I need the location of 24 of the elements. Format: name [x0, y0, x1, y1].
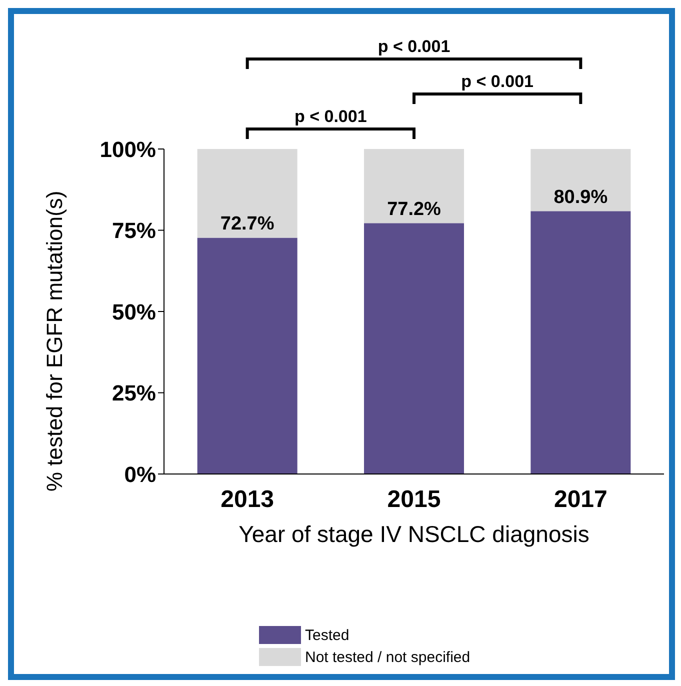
y-axis-title: % tested for EGFR mutation(s): [42, 190, 67, 492]
text: p < 0.001: [294, 107, 367, 126]
bar: [530, 211, 631, 474]
data-label: 77.2%: [387, 199, 442, 220]
data-label: 72.7%: [220, 214, 274, 235]
x-axis-title: Year of stage IV NSCLC diagnosis: [238, 521, 590, 547]
y-tick-label: 100%: [100, 136, 156, 162]
x-tick-label: 2013: [220, 486, 274, 514]
bar: [364, 149, 464, 224]
data-label: 80.9%: [554, 187, 608, 208]
y-tick-label: 50%: [112, 299, 156, 324]
text: p < 0.001: [461, 72, 534, 91]
bar: [197, 238, 298, 474]
bar: [530, 149, 631, 212]
bar: [364, 223, 464, 474]
y-tick-label: 75%: [112, 218, 156, 244]
y-tick-label: 25%: [112, 380, 156, 406]
legend-label: Not tested / not specified: [305, 648, 470, 666]
legend-label: Tested: [305, 626, 350, 644]
bar: [197, 149, 298, 238]
y-tick-label: 0%: [124, 462, 156, 487]
text: p < 0.001: [378, 37, 450, 56]
x-tick-label: 2017: [554, 486, 608, 514]
x-tick-label: 2015: [387, 486, 441, 514]
